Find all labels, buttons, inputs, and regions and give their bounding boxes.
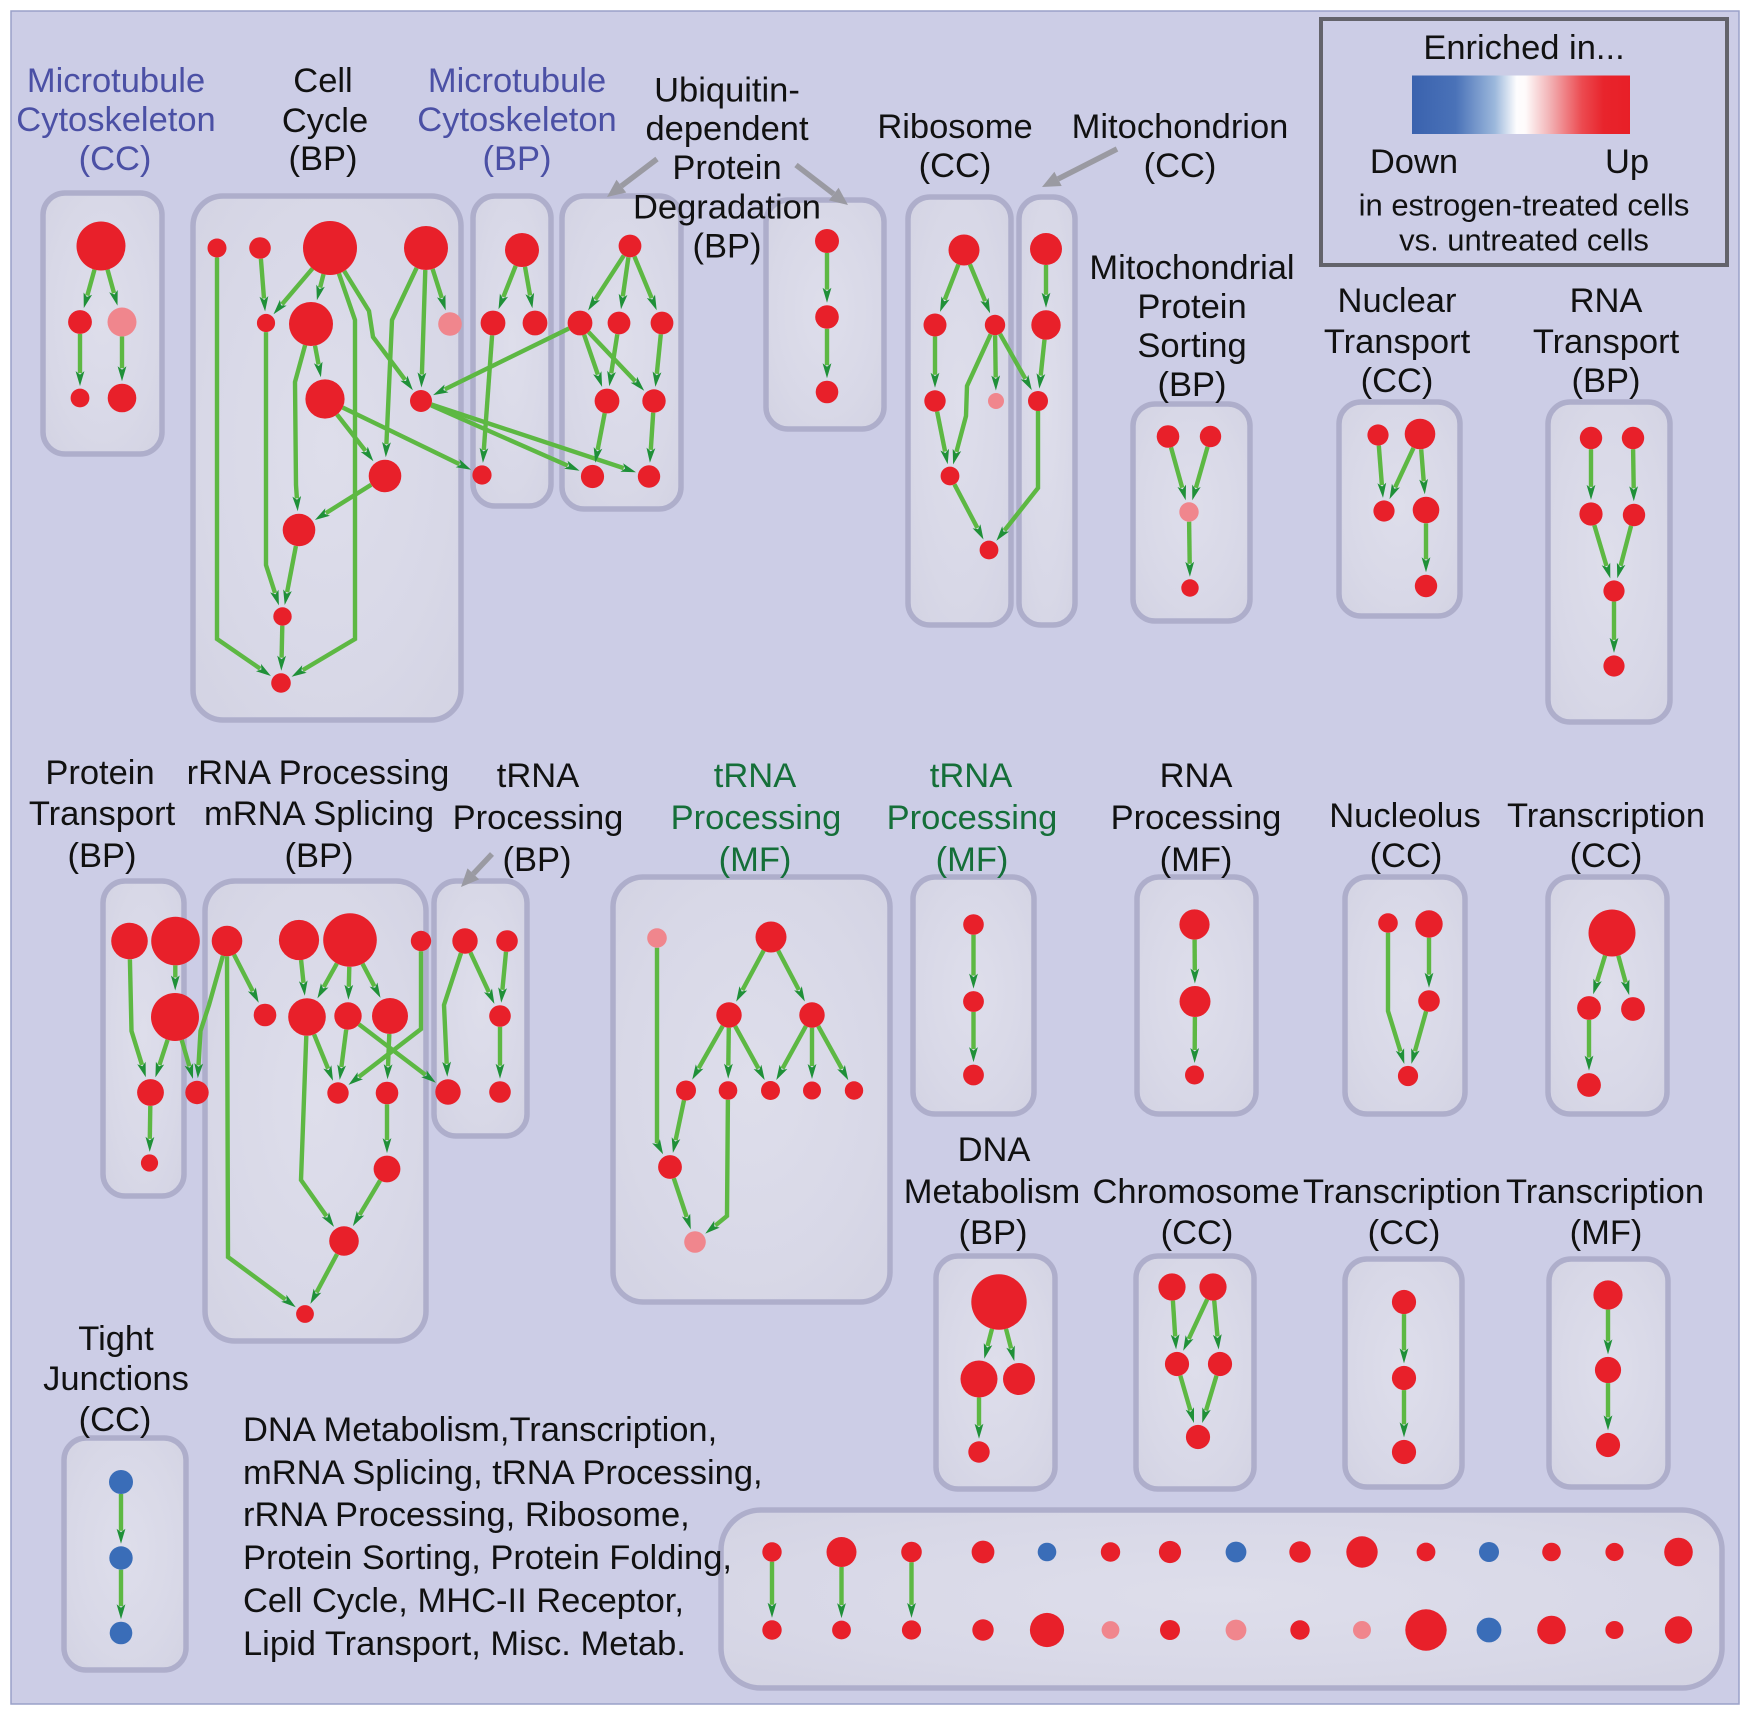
svg-text:(BP): (BP) [289,140,358,178]
svg-text:Down: Down [1370,143,1458,181]
svg-text:Tight: Tight [78,1320,154,1358]
svg-text:Transport: Transport [1324,323,1471,361]
svg-text:Processing: Processing [671,799,842,837]
svg-text:Microtubule: Microtubule [428,62,606,100]
svg-text:Cell Cycle, MHC-II Receptor,: Cell Cycle, MHC-II Receptor, [243,1582,684,1620]
svg-text:Protein: Protein [1137,288,1246,326]
svg-text:dependent: dependent [645,110,808,148]
svg-text:DNA Metabolism,Transcription,: DNA Metabolism,Transcription, [243,1411,717,1449]
svg-text:Up: Up [1605,143,1649,181]
svg-text:RNA: RNA [1160,757,1233,795]
svg-text:Protein: Protein [672,149,781,187]
svg-text:rRNA Processing, Ribosome,: rRNA Processing, Ribosome, [243,1496,690,1534]
svg-text:Microtubule: Microtubule [27,62,205,100]
svg-text:(BP): (BP) [483,140,552,178]
svg-text:Cytoskeleton: Cytoskeleton [16,101,215,139]
svg-text:Enriched in...: Enriched in... [1423,29,1624,67]
svg-text:(BP): (BP) [693,228,762,266]
svg-text:Transport: Transport [29,795,176,833]
svg-text:(CC): (CC) [79,1401,152,1439]
svg-text:Processing: Processing [1111,799,1282,837]
svg-text:(CC): (CC) [1161,1214,1234,1252]
svg-text:(CC): (CC) [1370,837,1443,875]
svg-text:(MF): (MF) [1160,841,1233,879]
svg-text:mRNA Splicing, tRNA Processing: mRNA Splicing, tRNA Processing, [243,1454,763,1492]
svg-text:Mitochondrial: Mitochondrial [1089,249,1294,287]
svg-text:rRNA Processing: rRNA Processing [187,754,450,792]
svg-text:Junctions: Junctions [43,1360,189,1398]
svg-text:Processing: Processing [887,799,1058,837]
svg-text:(BP): (BP) [1572,362,1641,400]
svg-text:(BP): (BP) [503,841,572,879]
svg-text:Sorting: Sorting [1137,327,1246,365]
svg-text:tRNA: tRNA [930,757,1012,795]
svg-text:Lipid Transport, Misc. Metab.: Lipid Transport, Misc. Metab. [243,1625,686,1663]
svg-text:tRNA: tRNA [714,757,796,795]
svg-text:Transcription: Transcription [1303,1173,1501,1211]
svg-text:(MF): (MF) [719,841,792,879]
svg-text:(CC): (CC) [1361,362,1434,400]
svg-text:RNA: RNA [1570,282,1643,320]
svg-text:(BP): (BP) [1158,366,1227,404]
svg-text:(BP): (BP) [285,837,354,875]
svg-text:(CC): (CC) [1368,1214,1441,1252]
svg-text:Transcription: Transcription [1507,797,1705,835]
svg-text:Nuclear: Nuclear [1338,282,1457,320]
svg-text:(BP): (BP) [959,1214,1028,1252]
svg-text:vs. untreated cells: vs. untreated cells [1399,223,1649,258]
svg-text:mRNA Splicing: mRNA Splicing [204,795,434,833]
svg-text:(CC): (CC) [919,147,992,185]
svg-text:(CC): (CC) [1144,147,1217,185]
svg-text:Ribosome: Ribosome [877,108,1032,146]
svg-text:Cytoskeleton: Cytoskeleton [417,101,616,139]
svg-text:DNA: DNA [958,1131,1031,1169]
svg-text:Transport: Transport [1533,323,1680,361]
svg-text:(MF): (MF) [1570,1214,1643,1252]
svg-text:Protein Sorting, Protein Foldi: Protein Sorting, Protein Folding, [243,1539,732,1577]
svg-text:in estrogen-treated cells: in estrogen-treated cells [1359,188,1690,223]
svg-text:Mitochondrion: Mitochondrion [1072,108,1289,146]
svg-text:(CC): (CC) [1570,837,1643,875]
svg-text:(BP): (BP) [68,837,137,875]
svg-text:Cell: Cell [293,62,352,100]
svg-text:Protein: Protein [45,754,154,792]
svg-text:(MF): (MF) [936,841,1009,879]
svg-text:Transcription: Transcription [1506,1173,1704,1211]
svg-text:Metabolism: Metabolism [904,1173,1080,1211]
svg-text:Chromosome: Chromosome [1092,1173,1299,1211]
svg-text:(CC): (CC) [79,140,152,178]
svg-text:Ubiquitin-: Ubiquitin- [654,72,800,110]
svg-text:Degradation: Degradation [633,189,821,227]
svg-text:tRNA: tRNA [497,757,579,795]
svg-text:Nucleolus: Nucleolus [1329,797,1481,835]
svg-text:Cycle: Cycle [282,102,368,140]
svg-text:Processing: Processing [453,799,624,837]
